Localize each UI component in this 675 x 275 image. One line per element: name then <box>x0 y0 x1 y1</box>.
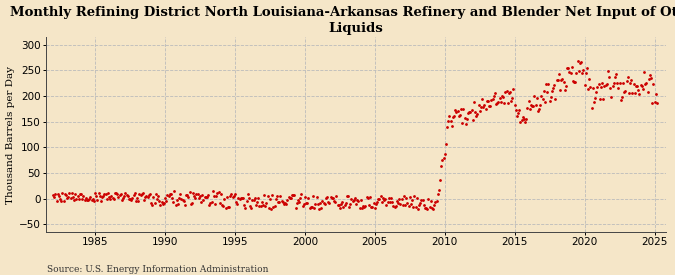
Y-axis label: Thousand Barrels per Day: Thousand Barrels per Day <box>5 65 15 204</box>
Text: Source: U.S. Energy Information Administration: Source: U.S. Energy Information Administ… <box>47 265 269 274</box>
Title: Monthly Refining District North Louisiana-Arkansas Refinery and Blender Net Inpu: Monthly Refining District North Louisian… <box>9 6 675 35</box>
